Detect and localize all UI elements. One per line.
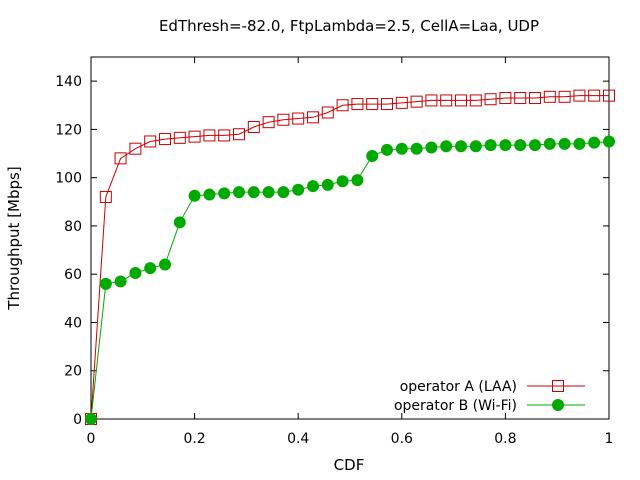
data-point xyxy=(129,266,142,279)
data-point xyxy=(277,113,290,126)
series-line xyxy=(90,95,609,420)
data-point xyxy=(336,175,349,188)
data-point xyxy=(99,277,112,290)
x-tick-label: 0.2 xyxy=(183,431,205,447)
data-point xyxy=(380,143,393,156)
data-point xyxy=(129,142,142,155)
plot-frame xyxy=(90,56,610,420)
data-point xyxy=(336,99,349,112)
data-point xyxy=(307,180,320,193)
y-tick-label: 40 xyxy=(64,315,82,331)
data-point xyxy=(366,149,379,162)
data-point xyxy=(144,135,157,148)
data-point xyxy=(543,90,556,103)
data-point xyxy=(218,129,231,142)
data-point xyxy=(440,140,453,153)
data-point xyxy=(484,93,497,106)
data-point xyxy=(173,131,186,144)
data-point xyxy=(380,98,393,111)
data-point xyxy=(425,141,438,154)
data-point xyxy=(499,139,512,152)
chart-title: EdThresh=-82.0, FtpLambda=2.5, CellA=Laa… xyxy=(159,17,539,35)
y-tick-label: 100 xyxy=(55,171,82,187)
data-point xyxy=(543,137,556,150)
legend-label: operator B (Wi-Fi) xyxy=(394,398,517,414)
data-point xyxy=(425,94,438,107)
data-point xyxy=(514,139,527,152)
legend: operator A (LAA) operator B (Wi-Fi) xyxy=(394,379,585,414)
data-point xyxy=(262,186,275,199)
y-tick-label: 60 xyxy=(64,267,82,283)
data-point xyxy=(573,89,586,102)
data-point xyxy=(351,174,364,187)
y-axis-label: Throughput [Mbps] xyxy=(5,166,23,310)
data-point xyxy=(173,216,186,229)
data-point xyxy=(395,142,408,155)
y-tick-label: 0 xyxy=(73,412,82,428)
legend-marker xyxy=(552,399,564,411)
x-tick-label: 0.8 xyxy=(494,431,516,447)
x-tick-label: 0.4 xyxy=(287,431,309,447)
data-point xyxy=(499,92,512,105)
data-point xyxy=(603,135,615,148)
data-point xyxy=(232,186,245,199)
x-tick-label: 0.6 xyxy=(391,431,413,447)
data-point xyxy=(588,136,601,149)
legend-marker xyxy=(552,380,564,392)
data-point xyxy=(114,275,127,288)
data-point xyxy=(321,178,334,191)
data-point xyxy=(588,89,601,102)
data-point xyxy=(321,106,334,119)
data-point xyxy=(514,92,527,105)
data-point xyxy=(528,139,541,152)
data-point xyxy=(218,187,231,200)
series-operator-b xyxy=(85,135,615,425)
data-point xyxy=(469,94,482,107)
data-point xyxy=(232,128,245,141)
data-point xyxy=(247,186,260,199)
x-axis-label: CDF xyxy=(334,456,365,474)
data-point xyxy=(99,190,112,203)
series-line xyxy=(90,141,610,420)
data-point xyxy=(469,140,482,153)
data-point xyxy=(351,98,364,111)
data-point xyxy=(366,98,379,111)
data-point xyxy=(114,152,127,165)
y-tick-label: 120 xyxy=(55,122,82,138)
data-point xyxy=(203,129,216,142)
data-point xyxy=(159,258,172,271)
data-point xyxy=(455,140,468,153)
data-point xyxy=(455,94,468,107)
x-tick-label: 1 xyxy=(605,431,614,447)
data-point xyxy=(558,137,571,150)
data-point xyxy=(573,137,586,150)
y-tick-label: 80 xyxy=(64,219,82,235)
data-point xyxy=(410,95,423,108)
y-tick-label: 20 xyxy=(64,364,82,380)
data-point xyxy=(528,92,541,105)
data-point xyxy=(558,90,571,103)
data-point xyxy=(159,133,172,146)
data-point xyxy=(395,96,408,109)
series-operator-a xyxy=(85,89,615,425)
data-point xyxy=(188,189,201,202)
data-point xyxy=(262,116,275,129)
data-point xyxy=(144,262,157,275)
data-point xyxy=(603,89,615,102)
data-point xyxy=(410,142,423,155)
data-point xyxy=(484,139,497,152)
data-point xyxy=(85,413,97,425)
data-point xyxy=(203,188,216,201)
data-point xyxy=(440,94,453,107)
data-point xyxy=(277,186,290,199)
x-tick-label: 0 xyxy=(87,431,96,447)
data-point xyxy=(188,130,201,143)
data-point xyxy=(307,111,320,124)
data-point xyxy=(292,112,305,125)
data-point xyxy=(247,120,260,133)
y-tick-label: 140 xyxy=(55,74,82,90)
legend-label: operator A (LAA) xyxy=(400,379,517,395)
data-point xyxy=(292,183,305,196)
